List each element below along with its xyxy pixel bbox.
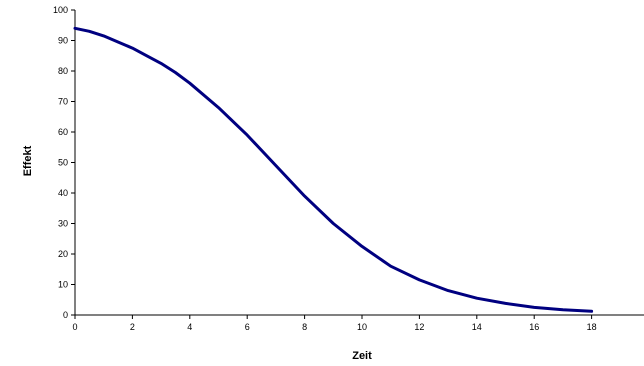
- x-tick-label: 8: [302, 322, 307, 332]
- x-tick-label: 4: [187, 322, 192, 332]
- plot-area: 010203040506070809010002468101214161820: [53, 5, 644, 332]
- y-tick-label: 50: [58, 158, 68, 168]
- x-tick-label: 18: [587, 322, 597, 332]
- x-tick-label: 0: [72, 322, 77, 332]
- y-tick-label: 30: [58, 219, 68, 229]
- y-tick-label: 0: [63, 310, 68, 320]
- y-tick-label: 60: [58, 127, 68, 137]
- y-axis-title: Effekt: [22, 145, 34, 176]
- x-tick-label: 12: [414, 322, 424, 332]
- y-tick-label: 40: [58, 188, 68, 198]
- x-tick-label: 6: [245, 322, 250, 332]
- series-line: [73, 26, 594, 313]
- x-tick-label: 2: [130, 322, 135, 332]
- y-tick-label: 90: [58, 36, 68, 46]
- y-tick-label: 100: [53, 5, 68, 15]
- y-tick-label: 70: [58, 97, 68, 107]
- y-tick-label: 80: [58, 66, 68, 76]
- x-axis-title: Zeit: [352, 350, 372, 362]
- x-tick-label: 16: [529, 322, 539, 332]
- y-tick-label: 20: [58, 249, 68, 259]
- x-tick-label: 10: [357, 322, 367, 332]
- y-tick-label: 10: [58, 280, 68, 290]
- x-tick-label: 14: [472, 322, 482, 332]
